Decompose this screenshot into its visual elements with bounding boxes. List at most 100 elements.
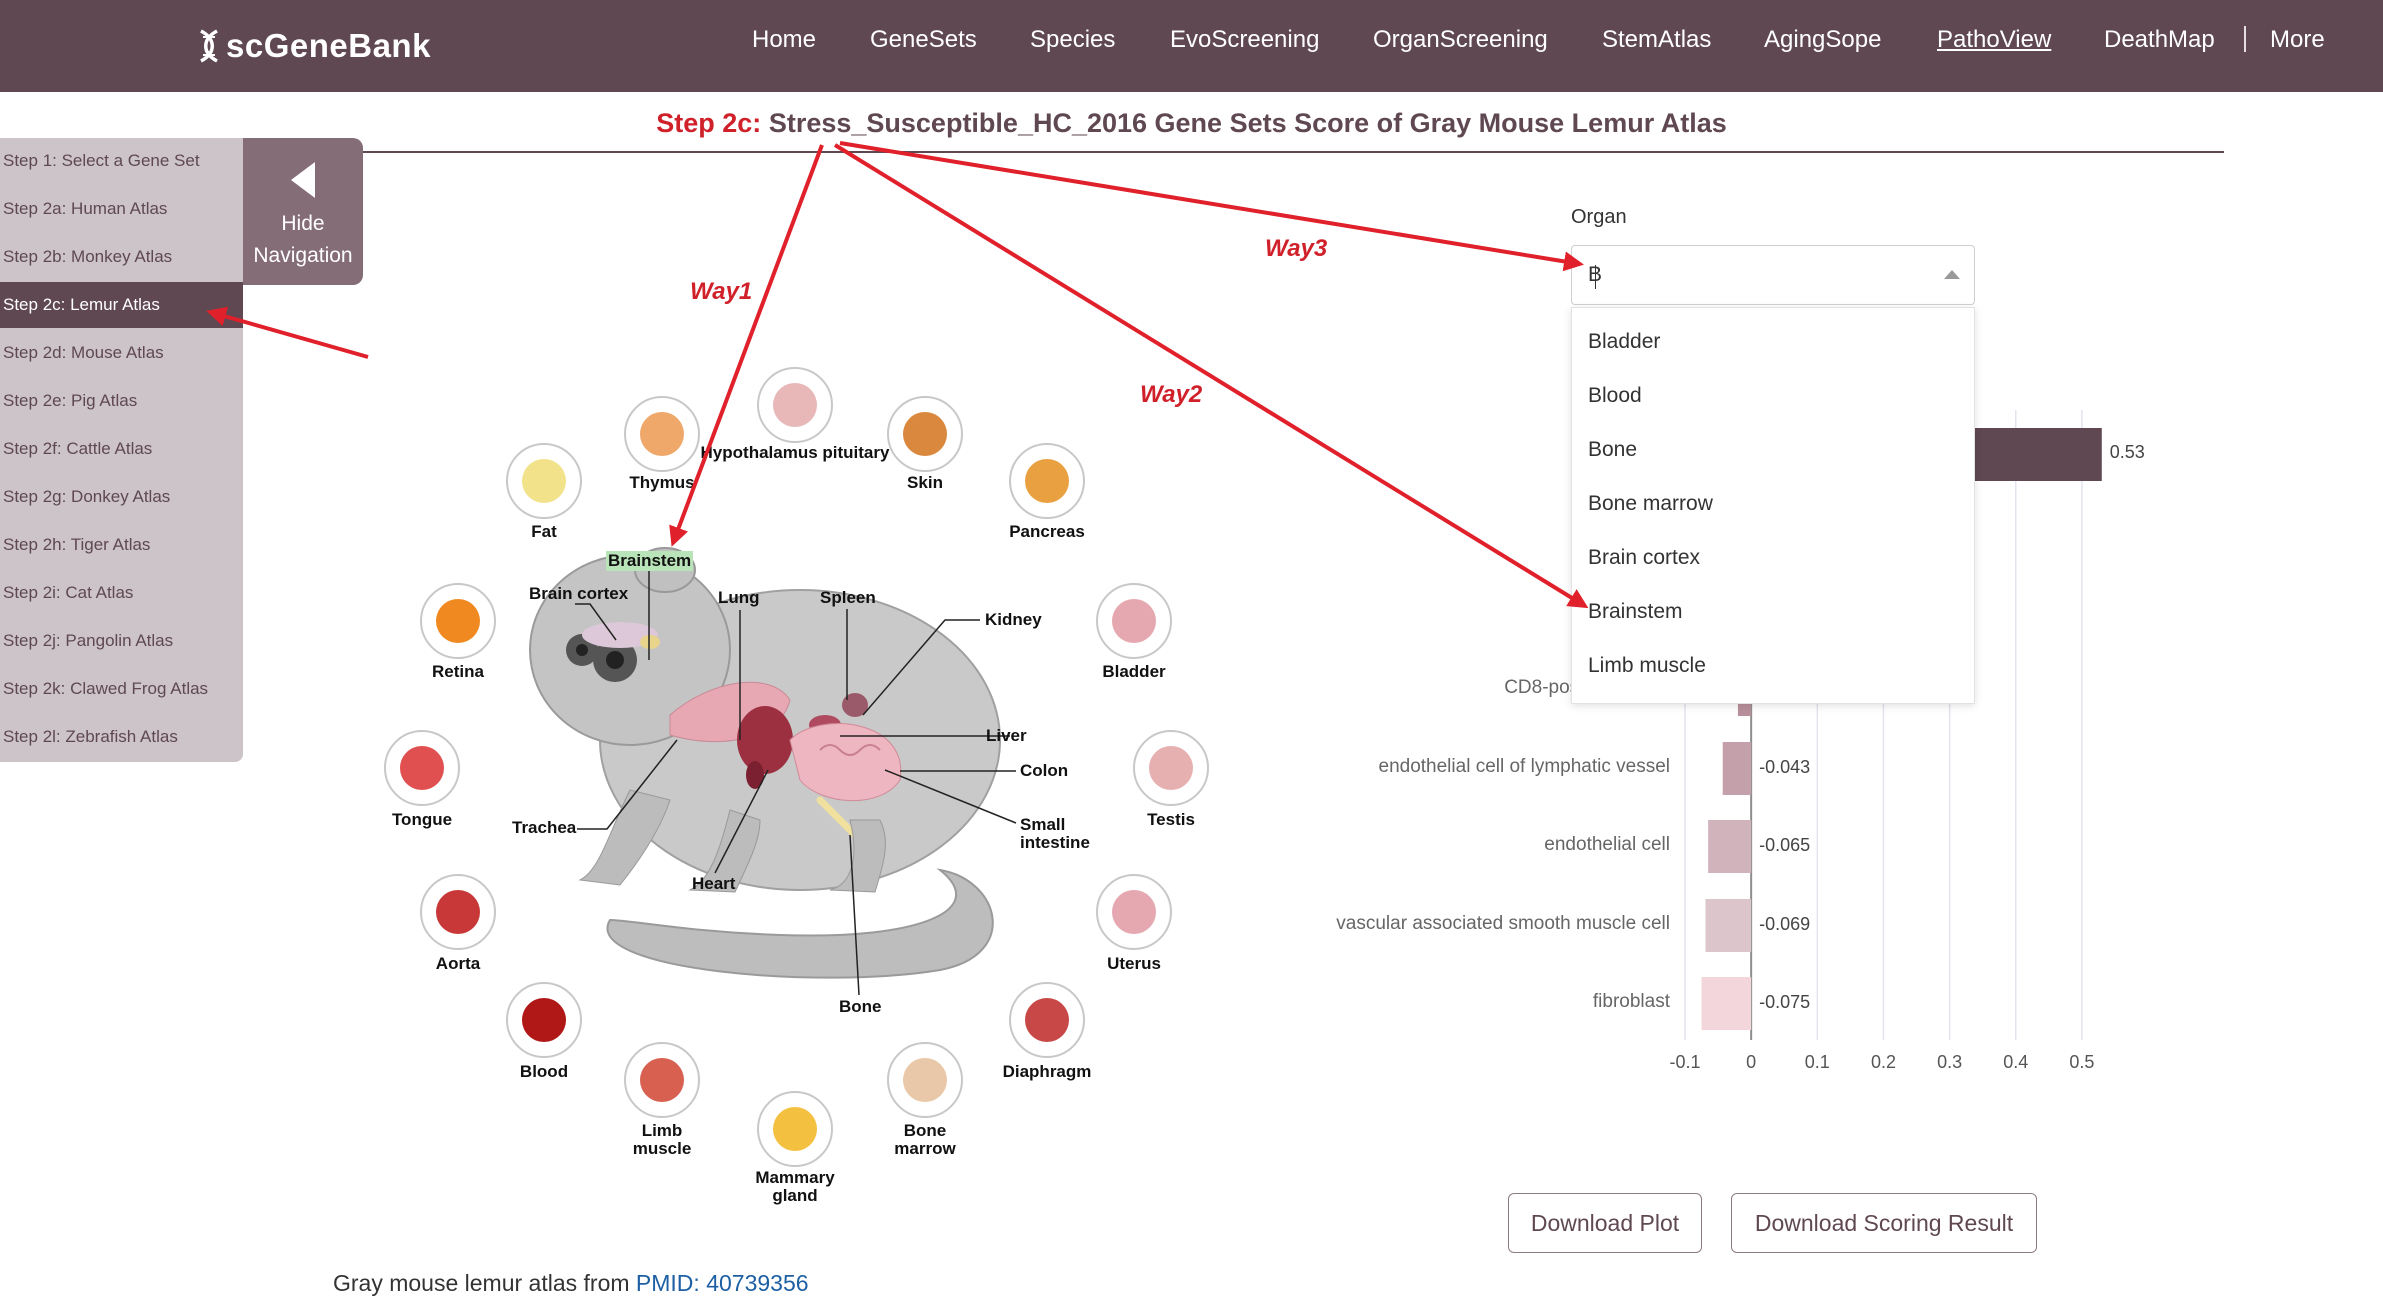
callout-colon[interactable]: Colon	[1020, 761, 1069, 780]
hide-navigation-button[interactable]: Hide Navigation	[243, 138, 363, 285]
nav-organscreening[interactable]: OrganScreening	[1373, 26, 1548, 53]
organ-option[interactable]: Bone marrow	[1588, 492, 1713, 515]
download-scoring-result-button[interactable]: Download Scoring Result	[1731, 1193, 2037, 1253]
sidenav-item[interactable]: Step 2b: Monkey Atlas	[3, 247, 173, 266]
organ-label-tongue: Tongue	[391, 810, 453, 829]
retina-icon	[436, 599, 480, 643]
download-plot-button[interactable]: Download Plot	[1508, 1193, 1702, 1253]
organ-label-blood: Blood	[519, 1062, 569, 1081]
step-navigation: Step 1: Select a Gene Set Step 2a: Human …	[0, 138, 243, 762]
nav-home[interactable]: Home	[752, 26, 817, 53]
organ-option[interactable]: Brainstem	[1588, 600, 1683, 623]
x-tick-label: 0.1	[1804, 1052, 1830, 1072]
x-tick-label: 0.2	[1870, 1052, 1896, 1072]
site-logo[interactable]: scGeneBank	[196, 18, 431, 74]
nav-divider	[2244, 26, 2246, 52]
x-tick-label: -0.1	[1669, 1052, 1701, 1072]
bar-value-label: 0.53	[2109, 442, 2145, 462]
callout-heart[interactable]: Heart	[692, 874, 736, 893]
organ-icon-diaphragm[interactable]	[1009, 982, 1085, 1058]
organ-option[interactable]: Blood	[1588, 384, 1642, 407]
organ-label-testis: Testis	[1147, 810, 1195, 829]
callout-small-intestine[interactable]: Small intestine	[1020, 815, 1090, 852]
callout-kidney[interactable]: Kidney	[985, 610, 1042, 629]
organ-icon-aorta[interactable]	[420, 874, 496, 950]
organ-icon-mammary[interactable]	[757, 1091, 833, 1167]
organ-icon-thymus[interactable]	[624, 396, 700, 472]
organ-label-diaphragm: Diaphragm	[1002, 1062, 1092, 1081]
category-label: endothelial cell of lymphatic vessel	[1378, 756, 1671, 777]
organ-icon-retina[interactable]	[420, 583, 496, 659]
bar	[1701, 977, 1752, 1030]
top-navbar: scGeneBank Home GeneSets Species EvoScreeni…	[0, 0, 2383, 92]
sidenav-item[interactable]: Step 2e: Pig Atlas	[3, 391, 138, 410]
dna-icon	[200, 29, 218, 63]
category-label: fibroblast	[1592, 991, 1670, 1012]
skin-icon	[903, 412, 947, 456]
title-divider	[318, 151, 2224, 153]
sidenav-item[interactable]: Step 2j: Pangolin Atlas	[3, 631, 174, 650]
pmid-link[interactable]: PMID: 40739356	[635, 1270, 809, 1296]
annotation-way3: Way3	[1265, 235, 1328, 262]
organ-icon-hypothalamus[interactable]	[757, 367, 833, 443]
organ-icon-uterus[interactable]	[1096, 874, 1172, 950]
callout-brain-cortex[interactable]: Brain cortex	[529, 584, 629, 603]
sidenav-item[interactable]: Step 1: Select a Gene Set	[3, 151, 200, 170]
hide-label-line1: Hide	[281, 212, 325, 235]
nav-more[interactable]: More	[2270, 26, 2325, 53]
nav-agingsope[interactable]: AgingSope	[1764, 26, 1882, 53]
thymus-icon	[640, 412, 684, 456]
sidenav-item[interactable]: Step 2i: Cat Atlas	[3, 583, 134, 602]
chevron-up-icon[interactable]	[1944, 270, 1960, 279]
nav-species[interactable]: Species	[1030, 26, 1116, 53]
bar	[1705, 899, 1752, 952]
sidenav-item[interactable]: Step 2l: Zebrafish Atlas	[3, 727, 178, 746]
sidenav-item[interactable]: Step 2h: Tiger Atlas	[3, 535, 151, 554]
nav-pathoview[interactable]: PathoView	[1937, 26, 2052, 53]
nav-deathmap[interactable]: DeathMap	[2104, 26, 2215, 53]
organ-icon-blood[interactable]	[506, 982, 582, 1058]
organ-label-hypothalamus: Hypothalamus pituitary	[700, 443, 890, 462]
organ-icon-skin[interactable]	[887, 396, 963, 472]
sidenav-item[interactable]: Step 2c: Lemur Atlas	[0, 282, 243, 328]
nav-genesets[interactable]: GeneSets	[870, 26, 977, 53]
callout-brainstem[interactable]: Brainstem	[606, 551, 694, 571]
sidenav-item[interactable]: Step 2g: Donkey Atlas	[3, 487, 171, 506]
logo-text: scGeneBank	[226, 27, 431, 64]
blood-drop-icon	[522, 998, 566, 1042]
organ-icon-tongue[interactable]	[384, 730, 460, 806]
diaphragm-icon	[1025, 998, 1069, 1042]
organ-select[interactable]: B	[1571, 245, 1975, 305]
nav-evoscreening[interactable]: EvoScreening	[1170, 26, 1320, 53]
callout-lung[interactable]: Lung	[718, 588, 760, 607]
organ-option[interactable]: Bone	[1588, 438, 1638, 461]
annotation-way1: Way1	[690, 278, 753, 305]
lemur-body-illustration	[529, 547, 1001, 979]
sidenav-item[interactable]: Step 2a: Human Atlas	[3, 199, 168, 218]
organ-option[interactable]: Bladder	[1588, 330, 1661, 353]
callout-trachea[interactable]: Trachea	[512, 818, 577, 837]
sidenav-item[interactable]: Step 2d: Mouse Atlas	[3, 343, 164, 362]
organ-option[interactable]: Limb muscle	[1588, 654, 1706, 677]
organ-icon-pancreas[interactable]	[1009, 443, 1085, 519]
organ-icon-fat[interactable]	[506, 443, 582, 519]
organ-label-retina: Retina	[432, 662, 484, 681]
organ-label-uterus: Uterus	[1107, 954, 1161, 973]
sidenav-item[interactable]: Step 2k: Clawed Frog Atlas	[3, 679, 209, 698]
atlas-source-label: Gray mouse lemur atlas from	[333, 1270, 636, 1296]
callout-liver[interactable]: Liver	[986, 726, 1027, 745]
callout-spleen[interactable]: Spleen	[820, 588, 876, 607]
organ-option[interactable]: Brain cortex	[1588, 546, 1701, 569]
organ-label-aorta: Aorta	[435, 954, 481, 973]
nav-stematlas[interactable]: StemAtlas	[1602, 26, 1712, 53]
organ-icon-bladder[interactable]	[1096, 583, 1172, 659]
sidenav-item[interactable]: Step 2f: Cattle Atlas	[3, 439, 153, 458]
bar-value-label: -0.043	[1759, 757, 1811, 777]
atlas-source-text: Gray mouse lemur atlas from PMID: 407393…	[333, 1270, 809, 1297]
callout-bone[interactable]: Bone	[839, 997, 882, 1016]
category-label: endothelial cell	[1544, 834, 1670, 855]
organ-icon-limb-muscle[interactable]	[624, 1042, 700, 1118]
organ-icon-bone-marrow[interactable]	[887, 1042, 963, 1118]
organ-icon-testis[interactable]	[1133, 730, 1209, 806]
bar	[1708, 820, 1752, 873]
